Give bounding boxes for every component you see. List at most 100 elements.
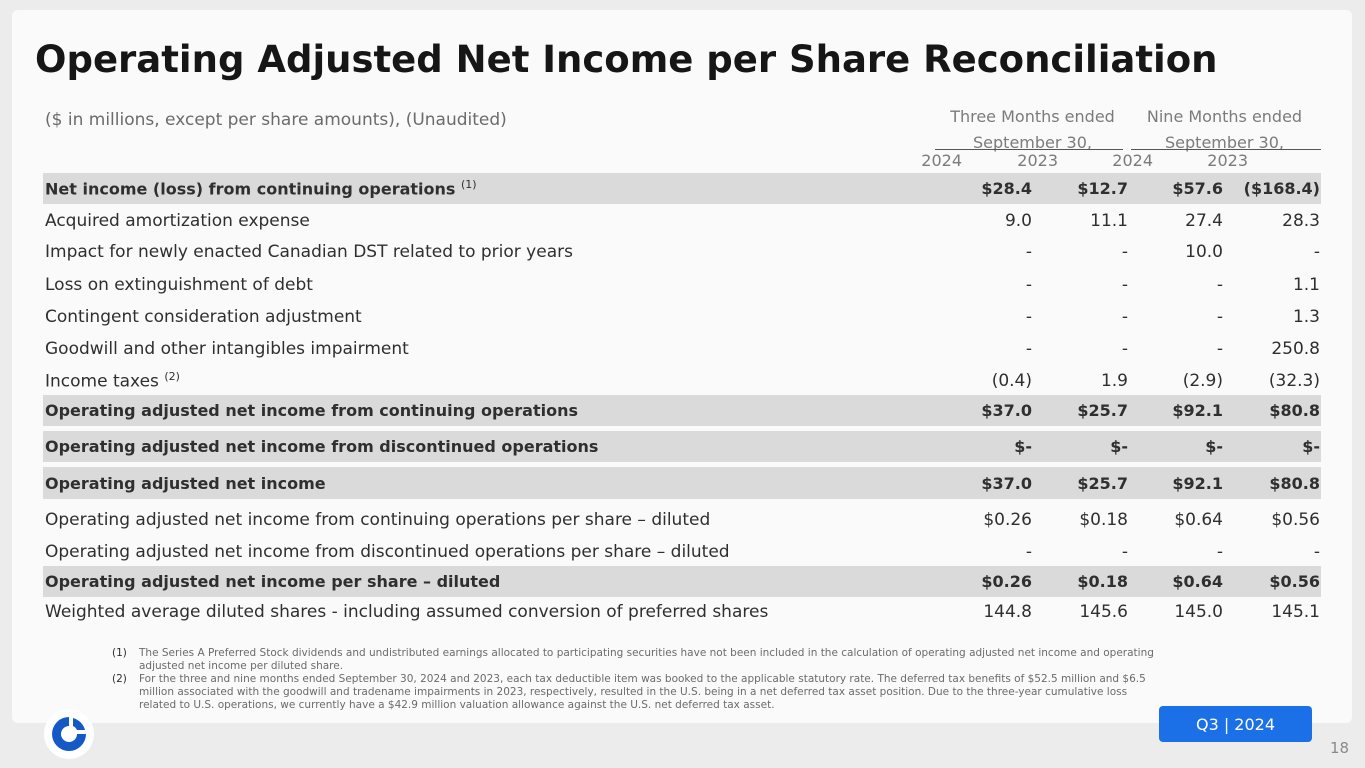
cell-value: $92.1 [1172, 473, 1223, 493]
row-label-text: Contingent consideration adjustment [45, 306, 362, 327]
table-row: Income taxes (2) (0.4) 1.9 (2.9) (32.3) [43, 365, 1321, 396]
ring-logo-icon [44, 709, 94, 759]
cell-value: $25.7 [1077, 473, 1128, 493]
row-label: Operating adjusted net income from conti… [43, 510, 1321, 530]
footnote-text: For the three and nine months ended Sept… [139, 673, 1146, 711]
cell-value: (0.4) [991, 370, 1032, 391]
cell-value: $57.6 [1172, 179, 1223, 198]
cell-value: $0.64 [1172, 572, 1223, 591]
row-label: Operating adjusted net income from conti… [43, 401, 1321, 420]
table-row: Operating adjusted net income $37.0 $25.7 $… [43, 467, 1321, 499]
cell-value: - [1025, 306, 1032, 327]
cell-value: $37.0 [981, 401, 1032, 420]
year-header: 2024 [921, 151, 962, 170]
cell-value: 27.4 [1185, 211, 1223, 231]
cell-value: - [1025, 338, 1032, 359]
cell-value: 10.0 [1185, 241, 1223, 262]
row-label-text: Operating adjusted net income from disco… [45, 437, 599, 456]
table-row: Operating adjusted net income per share … [43, 566, 1321, 597]
cell-value: $0.56 [1271, 509, 1320, 530]
cell-value: 1.3 [1292, 306, 1320, 327]
slide-card [12, 10, 1352, 723]
cell-value: 144.8 [983, 602, 1032, 622]
period-header-nine-months: Nine Months ended September 30, [1127, 104, 1322, 156]
cell-value: 145.6 [1079, 602, 1128, 622]
footnote: (1) The Series A Preferred Stock dividen… [112, 647, 1162, 673]
row-label-text: Acquired amortization expense [45, 211, 310, 231]
row-label-text: Operating adjusted net income from conti… [45, 401, 579, 420]
row-label: Operating adjusted net income [43, 474, 1321, 493]
footnote: (2) For the three and nine months ended … [112, 673, 1162, 712]
cell-value: - [1121, 338, 1128, 359]
cell-value: (2.9) [1182, 370, 1223, 391]
cell-value: - [1313, 241, 1320, 262]
cell-value: $80.8 [1269, 473, 1320, 493]
cell-value: - [1216, 274, 1223, 295]
row-label-text: Weighted average diluted shares - includ… [45, 602, 769, 622]
quarter-badge: Q3 | 2024 [1159, 706, 1312, 742]
row-label-text: Operating adjusted net income from disco… [45, 542, 730, 562]
cell-value: $0.64 [1174, 509, 1223, 530]
row-label-text: Income taxes [45, 371, 159, 392]
cell-value: 145.0 [1174, 602, 1223, 622]
table-row: Goodwill and other intangibles impairmen… [43, 333, 1321, 364]
cell-value: $0.26 [983, 509, 1032, 530]
cell-value: 145.1 [1271, 602, 1320, 622]
cell-value: $- [1205, 437, 1223, 456]
row-label: Impact for newly enacted Canadian DST re… [43, 242, 1321, 262]
cell-value: - [1121, 274, 1128, 295]
cell-value: $0.56 [1269, 572, 1320, 591]
row-label: Loss on extinguishment of debt [43, 275, 1321, 295]
cell-value: - [1121, 542, 1128, 562]
cell-value: $0.18 [1079, 509, 1128, 530]
cell-value: - [1121, 306, 1128, 327]
cell-value: $92.1 [1172, 401, 1223, 420]
cell-value: - [1025, 274, 1032, 295]
footnote-reference: (1) [461, 178, 477, 192]
cell-value: (32.3) [1268, 370, 1320, 391]
page-number: 18 [1330, 739, 1350, 757]
cell-value: $- [1302, 437, 1320, 456]
row-label: Contingent consideration adjustment [43, 307, 1321, 327]
period-line: September 30, [1165, 133, 1284, 152]
cell-value: 1.1 [1292, 274, 1320, 295]
row-label: Operating adjusted net income per share … [43, 572, 1321, 591]
row-label-text: Operating adjusted net income [45, 473, 326, 493]
page-title: Operating Adjusted Net Income per Share … [35, 38, 1218, 81]
period-header-three-months: Three Months ended September 30, [935, 104, 1130, 156]
cell-value: $80.8 [1269, 401, 1320, 420]
table-row: Operating adjusted net income from conti… [43, 395, 1321, 426]
table-row: Loss on extinguishment of debt - - - 1.1 [43, 269, 1321, 300]
row-label: Net income (loss) from continuing operat… [43, 178, 1321, 198]
period-line: Nine Months ended [1146, 107, 1303, 126]
table-subtitle: ($ in millions, except per share amounts… [45, 110, 507, 130]
year-header: 2023 [1207, 151, 1248, 170]
cell-value: $28.4 [981, 179, 1032, 198]
cell-value: ($168.4) [1243, 179, 1320, 198]
cell-value: $0.26 [981, 572, 1032, 591]
cell-value: - [1025, 542, 1032, 562]
table-row: Contingent consideration adjustment - - - 1.… [43, 301, 1321, 332]
table-row: Operating adjusted net income from disco… [43, 431, 1321, 462]
row-label-text: Loss on extinguishment of debt [45, 274, 313, 295]
cell-value: $- [1110, 437, 1128, 456]
row-label-text: Impact for newly enacted Canadian DST re… [45, 241, 573, 262]
row-label: Operating adjusted net income from disco… [43, 437, 1321, 456]
table-row: Impact for newly enacted Canadian DST re… [43, 236, 1321, 267]
table-row: Acquired amortization expense 9.0 11.1 27.4… [43, 206, 1321, 236]
cell-value: $12.7 [1077, 179, 1128, 198]
cell-value: 9.0 [1004, 211, 1032, 231]
table-row: Net income (loss) from continuing operat… [43, 173, 1321, 204]
footnote-number: (2) [112, 673, 127, 685]
cell-value: $37.0 [981, 473, 1032, 493]
row-label-text: Net income (loss) from continuing operat… [45, 179, 456, 199]
row-label-text: Operating adjusted net income from conti… [45, 509, 711, 530]
row-label: Acquired amortization expense [43, 211, 1321, 231]
table-row: Operating adjusted net income from conti… [43, 504, 1321, 535]
row-label-text: Goodwill and other intangibles impairmen… [45, 338, 409, 359]
cell-value: - [1025, 241, 1032, 262]
cell-value: - [1313, 542, 1320, 562]
footnote-reference: (2) [164, 369, 180, 383]
table-row: Weighted average diluted shares - includ… [43, 597, 1321, 627]
header-divider [935, 149, 1123, 150]
